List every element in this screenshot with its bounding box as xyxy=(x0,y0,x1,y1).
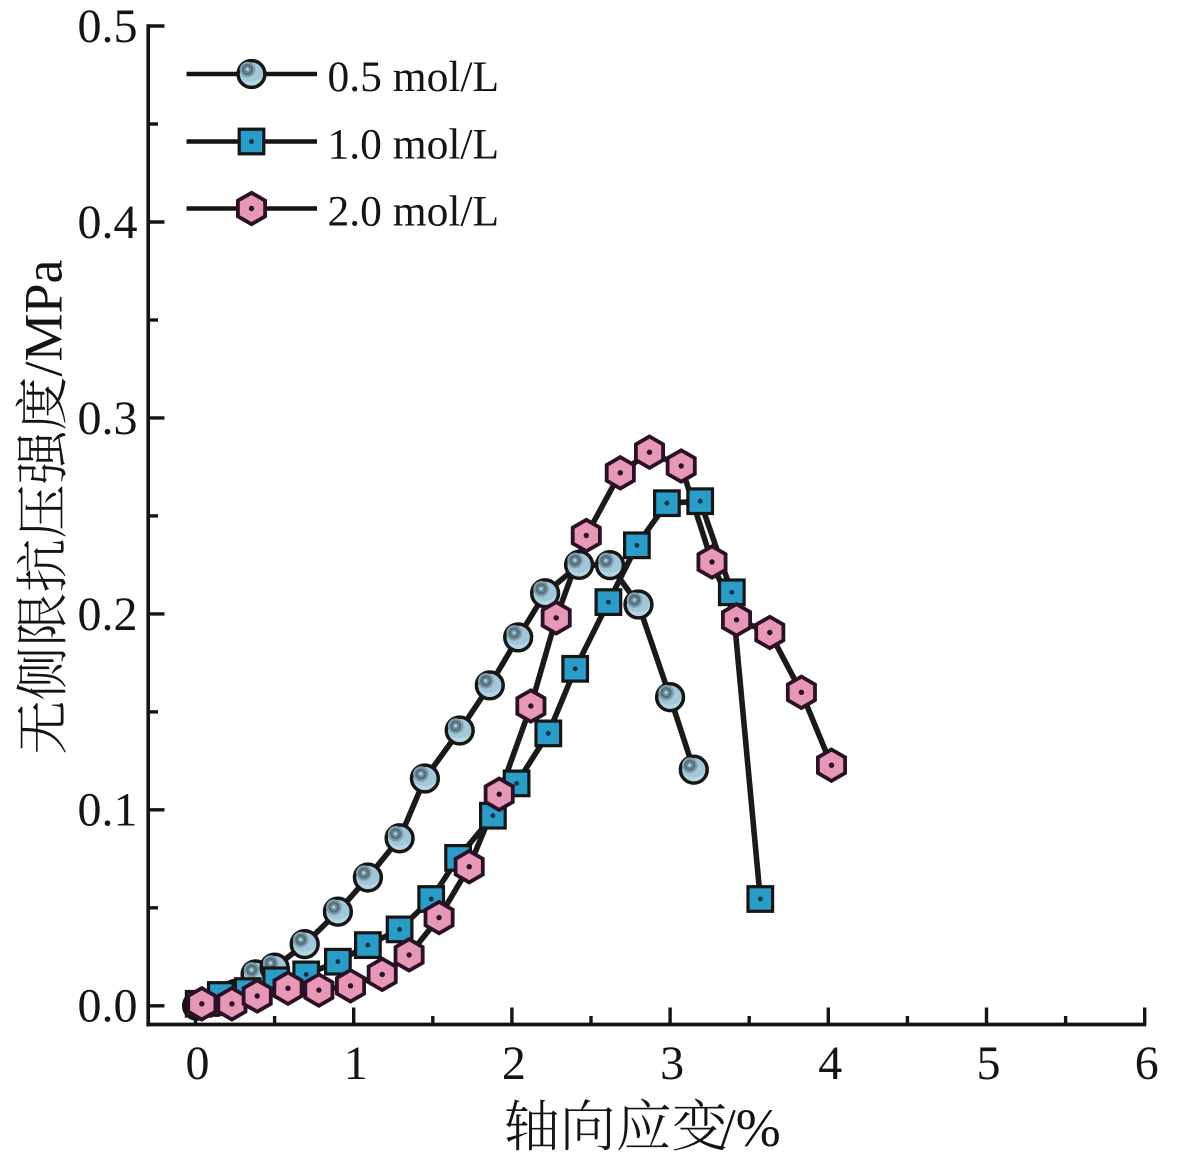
svg-text:5: 5 xyxy=(977,1037,1001,1090)
svg-text:0: 0 xyxy=(186,1037,210,1090)
svg-text:3: 3 xyxy=(660,1037,684,1090)
svg-text:0.5: 0.5 xyxy=(78,0,138,53)
svg-text:0.1: 0.1 xyxy=(78,784,138,837)
svg-text:0.5 mol/L: 0.5 mol/L xyxy=(328,53,500,101)
svg-text:6: 6 xyxy=(1135,1037,1159,1090)
svg-text:1.0 mol/L: 1.0 mol/L xyxy=(328,121,500,169)
svg-text:0.0: 0.0 xyxy=(78,980,138,1033)
svg-text:0.3: 0.3 xyxy=(78,392,138,445)
svg-text:/MPa: /MPa xyxy=(14,259,74,376)
svg-text:0.4: 0.4 xyxy=(78,196,138,249)
svg-text:2.0 mol/L: 2.0 mol/L xyxy=(328,188,500,236)
svg-text:1: 1 xyxy=(344,1037,368,1090)
svg-text:4: 4 xyxy=(818,1037,842,1090)
svg-text:/%: /% xyxy=(721,1098,781,1158)
svg-text:2: 2 xyxy=(502,1037,526,1090)
svg-text:0.2: 0.2 xyxy=(78,588,138,641)
